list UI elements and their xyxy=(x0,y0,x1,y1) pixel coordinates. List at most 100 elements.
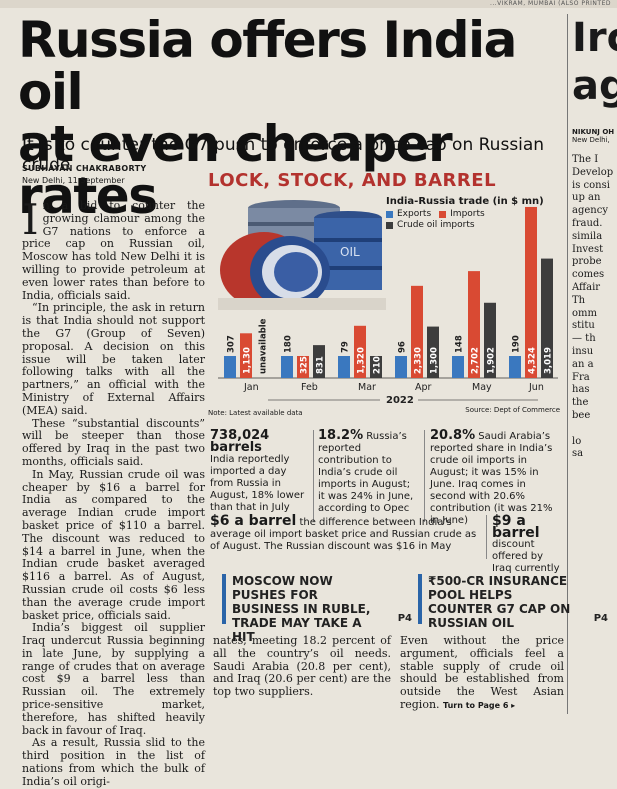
discount-iraq-text: discount offered by Iraq currently xyxy=(492,539,560,574)
bar-imports-mar xyxy=(354,325,366,378)
turn-to-page[interactable]: Turn to Page 6 ▸ xyxy=(443,700,516,710)
data-label: 96 xyxy=(398,341,408,353)
data-label: 2,330 xyxy=(414,347,424,374)
stat-saudi-value: 20.8% xyxy=(430,428,476,443)
chart-legend: India-Russia trade (in $ mn) Exports Impo… xyxy=(386,196,544,231)
data-label: 3,019 xyxy=(544,347,554,374)
legend-label-imports: Imports xyxy=(450,209,485,219)
adjacent-text-line: omm xyxy=(572,307,597,319)
top-strip xyxy=(0,0,617,8)
adjacent-text-line: Fra xyxy=(572,371,590,383)
data-label: 79 xyxy=(341,341,351,353)
data-label: 325 xyxy=(300,356,310,374)
data-label: 148 xyxy=(455,335,465,353)
legend-item-exports: Exports Imports xyxy=(386,209,544,220)
promo-accent-bar xyxy=(222,574,226,624)
subheadline: It is to counter the G7 push to enforce … xyxy=(22,135,545,175)
adjacent-text-line: stitu xyxy=(572,320,595,332)
chart-title: India-Russia trade (in $ mn) xyxy=(386,196,544,207)
adjacent-text-line: Develop xyxy=(572,166,614,178)
discount-iraq-value: $9 a barrel xyxy=(492,513,540,541)
adjacent-text-line: Affair xyxy=(572,281,601,293)
bar-exports-apr xyxy=(395,356,407,378)
data-label: 190 xyxy=(512,335,522,353)
promo-page: P4 xyxy=(593,613,608,624)
adjacent-text-line: comes xyxy=(572,269,605,281)
bar-crude-oil-imports-mar xyxy=(370,356,382,378)
data-label: 210 xyxy=(373,356,383,374)
adjacent-text-line: the xyxy=(572,397,589,409)
article-column-2: nates, meeting 18.2 percent of all the c… xyxy=(213,634,391,699)
adjacent-text-line: The I xyxy=(572,154,599,165)
chart-note: Note: Latest available data xyxy=(208,409,303,417)
adjacent-text-line xyxy=(572,423,617,436)
stat-russia-share: 18.2% Russia’s reported contribution to … xyxy=(318,429,418,515)
adjacent-dateline: New Delhi, xyxy=(572,136,610,144)
promo-text: ₹500-CR INSURANCE POOL HELPS COUNTER G7 … xyxy=(428,574,571,630)
data-label: 4,324 xyxy=(528,347,538,374)
adjacent-text-line: has xyxy=(572,384,590,396)
adjacent-text-line: — th xyxy=(572,333,596,345)
bar-exports-mar xyxy=(338,356,350,378)
column-2-text: nates, meeting 18.2 percent of all the c… xyxy=(213,634,391,699)
stat-divider xyxy=(313,430,314,522)
x-tick-label: Jan xyxy=(243,382,259,393)
data-label: 1,320 xyxy=(357,347,367,374)
bar-imports-jan xyxy=(240,333,252,378)
discount-russia-value: $6 a barrel xyxy=(210,513,297,529)
stat-saudi-text: Saudi Arabia’s reported share in India’s… xyxy=(430,431,553,526)
data-label: 307 xyxy=(227,335,237,353)
x-tick-label: Jun xyxy=(528,382,544,393)
adjacent-article: Irc ag NIKUNJ OH New Delhi, The IDevelop… xyxy=(572,14,617,461)
barrel-label: OIL xyxy=(340,245,360,259)
adjacent-text-line: is consi xyxy=(572,179,610,191)
adjacent-text-line: simila xyxy=(572,230,603,242)
byline: SUBHAYAN CHAKRABORTY xyxy=(22,164,147,173)
discount-russia-text: the difference between India’s average o… xyxy=(210,517,477,552)
adjacent-text-line: an a xyxy=(572,358,594,370)
adjacent-text: The I Develop is consi up an agency fraud. sim… xyxy=(572,154,617,461)
data-label: 1,902 xyxy=(487,347,497,374)
dateline: New Delhi, 11 September xyxy=(22,176,125,185)
headline-line-1: Russia offers India oil xyxy=(18,11,517,121)
adjacent-text-line: bee xyxy=(572,409,591,421)
headline-line-2: at even cheaper rates xyxy=(18,115,453,225)
promo-ruble-story[interactable]: MOSCOW NOW PUSHES FOR BUSINESS IN RUBLE,… xyxy=(222,572,412,644)
promo-accent-bar xyxy=(418,574,422,624)
article-column-3: Even without the price argument, officia… xyxy=(400,634,564,713)
bar-crude-oil-imports-apr xyxy=(427,326,439,378)
column-3-body: Even without the price argument, officia… xyxy=(400,634,564,711)
stats-panel: 738,024 barrels India reportedly importe… xyxy=(210,428,564,526)
legend-swatch-exports xyxy=(386,211,393,218)
stat-barrels: 738,024 barrels India reportedly importe… xyxy=(210,429,308,514)
infographic-title: LOCK, STOCK, AND BARREL xyxy=(208,170,497,191)
paragraph-4: In May, Russian crude oil was cheaper by… xyxy=(22,467,205,622)
adjacent-text-line: Th xyxy=(572,294,586,306)
stat-divider xyxy=(424,430,425,522)
adjacent-text-line: agency xyxy=(572,205,608,217)
adjacent-text-line: sa xyxy=(572,448,584,460)
x-tick-label: May xyxy=(472,382,492,393)
paragraph-1-text: n a bid to counter the growing clamour a… xyxy=(22,199,205,302)
data-label: 831 xyxy=(316,356,326,374)
bar-exports-jun xyxy=(509,356,521,378)
promo-page: P4 xyxy=(397,613,412,624)
promo-insurance-story[interactable]: ₹500-CR INSURANCE POOL HELPS COUNTER G7 … xyxy=(418,572,608,630)
x-tick-label: Feb xyxy=(301,382,318,393)
adjacent-text-line: insu xyxy=(572,345,594,357)
adjacent-text-line: up an xyxy=(572,192,601,204)
x-axis-label: 2022 xyxy=(386,395,414,406)
legend-label-crude: Crude oil imports xyxy=(397,220,475,230)
bar-imports-apr xyxy=(411,285,423,378)
column-divider xyxy=(567,14,568,714)
x-tick-label: Mar xyxy=(358,382,376,393)
data-label: 1,300 xyxy=(430,347,440,374)
data-label: unavailable xyxy=(259,318,269,374)
data-label: 180 xyxy=(284,335,294,353)
x-tick-label: Apr xyxy=(415,382,432,393)
bar-exports-feb xyxy=(281,356,293,378)
promo-text: MOSCOW NOW PUSHES FOR BUSINESS IN RUBLE,… xyxy=(232,574,371,644)
